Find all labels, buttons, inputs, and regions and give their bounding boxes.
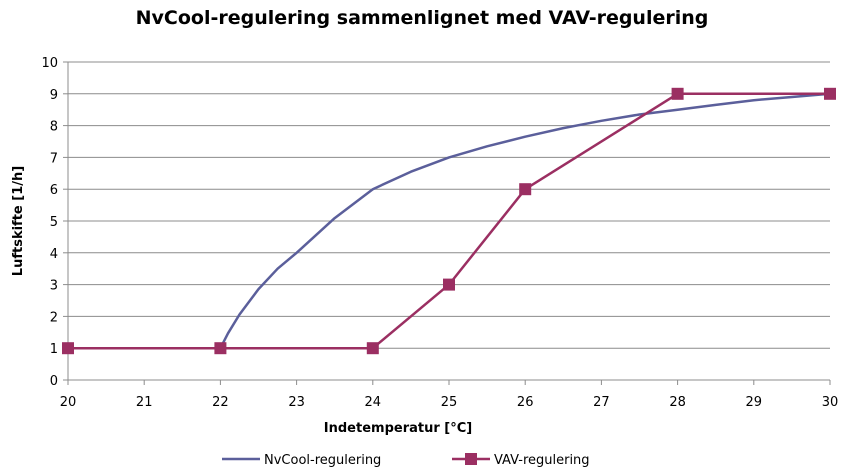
y-tick-label: 10: [41, 56, 58, 71]
x-tick-label: 29: [746, 395, 763, 410]
y-tick-label: 6: [50, 183, 58, 198]
x-axis-label: Indetemperatur [°C]: [324, 421, 472, 436]
y-tick-label: 8: [50, 120, 58, 135]
y-tick-label: 4: [50, 247, 58, 262]
data-point-marker: [366, 342, 379, 355]
x-tick-label: 24: [365, 395, 382, 410]
x-tick-label: 21: [136, 395, 153, 410]
y-axis-label: Luftskifte [1/h]: [11, 166, 26, 276]
y-tick-label: 3: [50, 279, 58, 294]
x-tick-label: 27: [593, 395, 610, 410]
data-point-marker: [214, 342, 227, 355]
data-point-marker: [62, 342, 74, 355]
series-line-nvcool-regulering: [68, 92, 831, 350]
y-tick-label: 5: [50, 215, 58, 230]
x-tick-label: 25: [441, 395, 458, 410]
x-tick-label: 30: [822, 395, 839, 410]
data-point-marker: [443, 278, 455, 291]
x-tick-label: 28: [669, 395, 686, 410]
data-point-marker: [671, 87, 684, 100]
y-tick-label: 2: [50, 310, 58, 325]
legend-label: VAV-regulering: [494, 453, 590, 468]
legend-label: NvCool-regulering: [264, 453, 381, 468]
x-tick-label: 22: [212, 395, 229, 410]
chart-title: NvCool-regulering sammenlignet med VAV-r…: [136, 7, 709, 29]
x-tick-label: 20: [60, 395, 77, 410]
y-tick-label: 7: [50, 151, 58, 166]
y-tick-label: 9: [50, 88, 58, 103]
data-point-marker: [824, 87, 836, 100]
x-tick-label: 26: [517, 395, 534, 410]
legend: NvCool-regulering VAV-regulering: [222, 453, 590, 468]
x-tick-label: 23: [288, 395, 305, 410]
data-point-marker: [519, 183, 532, 196]
y-tick-label: 0: [50, 374, 58, 389]
legend-marker: [465, 453, 477, 465]
y-tick-label: 1: [50, 342, 58, 357]
